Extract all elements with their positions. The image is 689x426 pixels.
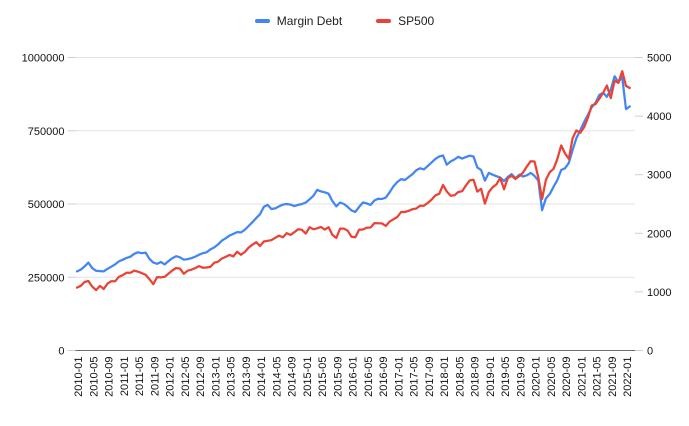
x-axis-tick-label: 2012-01 <box>165 357 177 397</box>
left-axis-tick-label: 250000 <box>28 272 65 284</box>
x-axis-tick-label: 2021-09 <box>607 357 619 397</box>
x-axis-tick-label: 2017-01 <box>393 357 405 397</box>
x-axis-tick-label: 2010-09 <box>104 357 116 397</box>
x-axis-tick-label: 2014-01 <box>256 357 268 397</box>
x-axis-tick-label: 2013-01 <box>210 357 222 397</box>
x-axis-tick-label: 2016-09 <box>378 357 390 397</box>
right-axis-tick-label: 2000 <box>647 228 671 240</box>
x-axis-tick-label: 2019-09 <box>515 357 527 397</box>
x-axis-tick-label: 2015-05 <box>317 357 329 397</box>
x-axis-tick-label: 2012-09 <box>195 357 207 397</box>
x-axis-tick-label: 2022-01 <box>622 357 634 397</box>
x-axis-tick-label: 2019-05 <box>500 357 512 397</box>
x-axis-tick-label: 2020-05 <box>546 357 558 397</box>
right-axis-tick-label: 5000 <box>647 53 671 65</box>
left-axis-tick-label: 500000 <box>28 199 65 211</box>
x-axis-tick-label: 2017-09 <box>424 357 436 397</box>
margin-debt-line <box>75 75 631 273</box>
x-axis-tick-label: 2016-05 <box>363 357 375 397</box>
x-axis-tick-label: 2010-01 <box>73 357 85 397</box>
left-axis-tick-label: 750000 <box>28 126 65 138</box>
x-axis-tick-label: 2013-09 <box>241 357 253 397</box>
x-axis-tick-label: 2012-05 <box>180 357 192 397</box>
right-axis-tick-label: 4000 <box>647 111 671 123</box>
x-axis-tick-label: 2021-05 <box>592 357 604 397</box>
right-axis-tick-label: 0 <box>647 346 653 358</box>
x-axis-tick-label: 2017-05 <box>409 357 421 397</box>
x-axis-tick-label: 2020-09 <box>561 357 573 397</box>
legend-item-margin-debt: Margin Debt <box>254 14 343 28</box>
sp500-line <box>75 70 631 292</box>
x-axis-tick-label: 2011-05 <box>134 357 146 397</box>
x-axis-tick-label: 2014-09 <box>287 357 299 397</box>
x-axis-tick-label: 2011-09 <box>149 357 161 397</box>
right-axis-tick-label: 3000 <box>647 170 671 182</box>
x-axis-tick-label: 2018-05 <box>454 357 466 397</box>
x-axis-tick-label: 2015-09 <box>332 357 344 397</box>
x-axis-tick-label: 2018-01 <box>439 357 451 397</box>
x-axis-tick-label: 2019-01 <box>485 357 497 397</box>
x-axis-tick-label: 2015-01 <box>302 357 314 397</box>
x-axis-tick-label: 2013-05 <box>226 357 238 397</box>
x-axis-tick-label: 2018-09 <box>470 357 482 397</box>
x-axis-tick-label: 2010-05 <box>88 357 100 397</box>
legend-label: Margin Debt <box>276 14 343 28</box>
legend-swatch <box>376 19 392 23</box>
x-axis-tick-label: 2021-01 <box>576 357 588 397</box>
left-axis-tick-label: 0 <box>58 346 64 358</box>
x-axis-tick-label: 2014-05 <box>271 357 283 397</box>
legend-swatch <box>254 19 270 23</box>
x-axis-tick-label: 2020-01 <box>531 357 543 397</box>
chart-legend: Margin Debt SP500 <box>0 14 689 28</box>
left-axis-tick-label: 1000000 <box>22 53 65 65</box>
legend-label: SP500 <box>398 14 435 28</box>
x-axis-tick-label: 2016-01 <box>348 357 360 397</box>
right-axis-tick-label: 1000 <box>647 287 671 299</box>
x-axis-tick-label: 2011-01 <box>119 357 131 397</box>
legend-item-sp500: SP500 <box>376 14 434 28</box>
